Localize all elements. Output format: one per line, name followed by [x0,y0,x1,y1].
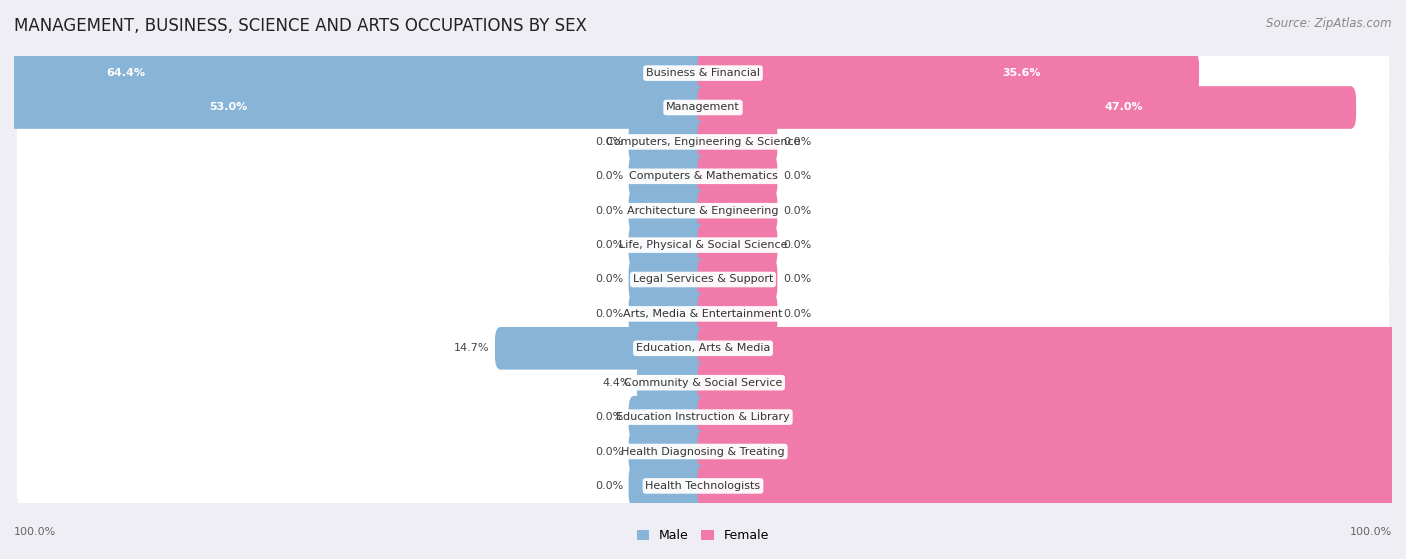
Text: Computers, Engineering & Science: Computers, Engineering & Science [606,137,800,147]
FancyBboxPatch shape [628,396,709,438]
FancyBboxPatch shape [495,327,709,369]
Text: Computers & Mathematics: Computers & Mathematics [628,171,778,181]
FancyBboxPatch shape [17,219,1389,264]
FancyBboxPatch shape [17,288,1389,333]
Text: Architecture & Engineering: Architecture & Engineering [627,206,779,216]
Text: 0.0%: 0.0% [595,171,623,181]
FancyBboxPatch shape [17,82,1389,126]
Text: Business & Financial: Business & Financial [645,68,761,78]
Text: 0.0%: 0.0% [783,206,811,216]
Text: 0.0%: 0.0% [595,481,623,491]
Text: 0.0%: 0.0% [595,206,623,216]
FancyBboxPatch shape [697,86,1357,129]
Text: 100.0%: 100.0% [1350,527,1392,537]
Text: Arts, Media & Entertainment: Arts, Media & Entertainment [623,309,783,319]
Text: 0.0%: 0.0% [595,240,623,250]
Text: 0.0%: 0.0% [595,274,623,285]
FancyBboxPatch shape [697,327,1406,369]
Text: Community & Social Service: Community & Social Service [624,378,782,388]
Text: 0.0%: 0.0% [783,309,811,319]
Text: Legal Services & Support: Legal Services & Support [633,274,773,285]
Text: Health Diagnosing & Treating: Health Diagnosing & Treating [621,447,785,457]
FancyBboxPatch shape [697,361,1406,404]
FancyBboxPatch shape [697,258,778,301]
FancyBboxPatch shape [637,361,709,404]
Text: 14.7%: 14.7% [454,343,489,353]
Text: 0.0%: 0.0% [783,171,811,181]
FancyBboxPatch shape [17,323,1389,367]
FancyBboxPatch shape [628,121,709,163]
FancyBboxPatch shape [17,391,1389,436]
FancyBboxPatch shape [628,190,709,232]
FancyBboxPatch shape [17,460,1389,505]
Text: 47.0%: 47.0% [1105,102,1143,112]
FancyBboxPatch shape [697,52,1199,94]
Text: 0.0%: 0.0% [783,137,811,147]
Text: 35.6%: 35.6% [1002,68,1040,78]
FancyBboxPatch shape [697,121,778,163]
Text: Health Technologists: Health Technologists [645,481,761,491]
FancyBboxPatch shape [17,426,1389,471]
FancyBboxPatch shape [628,155,709,198]
Text: 0.0%: 0.0% [783,240,811,250]
Text: 0.0%: 0.0% [595,137,623,147]
Text: MANAGEMENT, BUSINESS, SCIENCE AND ARTS OCCUPATIONS BY SEX: MANAGEMENT, BUSINESS, SCIENCE AND ARTS O… [14,17,586,35]
Text: 64.4%: 64.4% [107,68,146,78]
Legend: Male, Female: Male, Female [631,524,775,547]
FancyBboxPatch shape [17,116,1389,161]
Text: Education, Arts & Media: Education, Arts & Media [636,343,770,353]
FancyBboxPatch shape [628,258,709,301]
FancyBboxPatch shape [697,465,1406,507]
Text: Life, Physical & Social Science: Life, Physical & Social Science [619,240,787,250]
FancyBboxPatch shape [628,430,709,473]
Text: 0.0%: 0.0% [595,309,623,319]
FancyBboxPatch shape [697,396,1406,438]
FancyBboxPatch shape [697,430,1406,473]
Text: 0.0%: 0.0% [595,412,623,422]
FancyBboxPatch shape [0,86,709,129]
FancyBboxPatch shape [0,52,709,94]
Text: 0.0%: 0.0% [595,447,623,457]
Text: Source: ZipAtlas.com: Source: ZipAtlas.com [1267,17,1392,30]
FancyBboxPatch shape [628,292,709,335]
FancyBboxPatch shape [697,224,778,267]
FancyBboxPatch shape [17,185,1389,230]
Text: 53.0%: 53.0% [209,102,247,112]
FancyBboxPatch shape [628,224,709,267]
FancyBboxPatch shape [628,465,709,507]
FancyBboxPatch shape [17,357,1389,401]
Text: 100.0%: 100.0% [14,527,56,537]
Text: Management: Management [666,102,740,112]
FancyBboxPatch shape [17,254,1389,299]
Text: Education Instruction & Library: Education Instruction & Library [616,412,790,422]
FancyBboxPatch shape [17,150,1389,195]
FancyBboxPatch shape [697,155,778,198]
FancyBboxPatch shape [697,292,778,335]
FancyBboxPatch shape [697,190,778,232]
Text: 4.4%: 4.4% [603,378,631,388]
Text: 0.0%: 0.0% [783,274,811,285]
FancyBboxPatch shape [17,48,1389,92]
